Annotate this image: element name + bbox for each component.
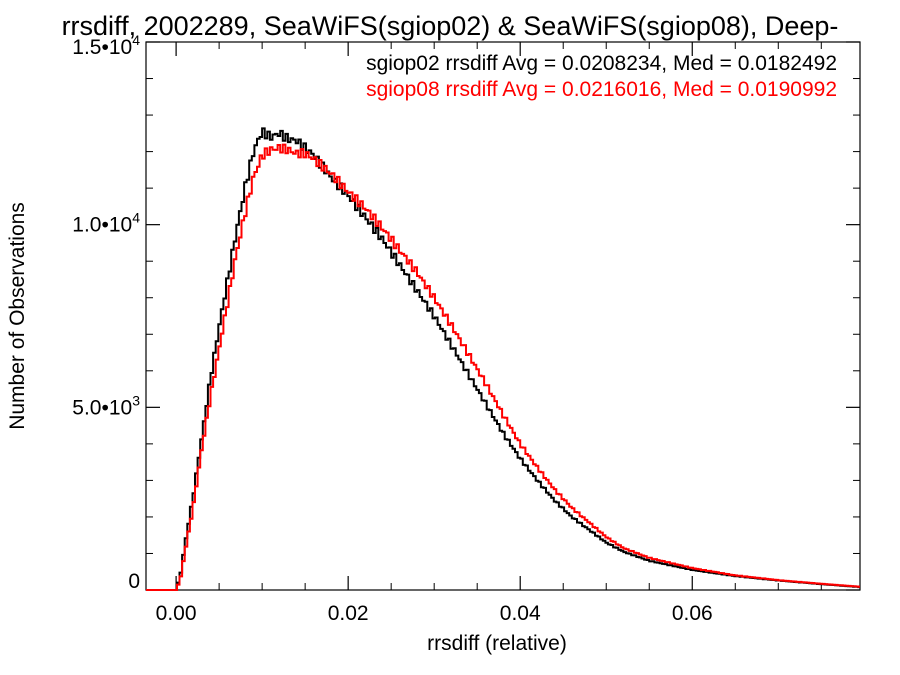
series-sgiop02-line [146, 127, 860, 591]
x-tick-label: 0.00 [156, 602, 197, 625]
x-tick-label: 0.02 [328, 602, 369, 625]
x-axis-label: rrsdiff (relative) [427, 632, 567, 655]
y-tick-label: 0 [128, 570, 140, 593]
y-axis-ticks: 0 5.0•103 1.0•104 1.5•104 [72, 32, 860, 593]
plot-frame [145, 41, 861, 591]
x-axis-ticks: 0.00 0.02 0.04 0.06 [156, 42, 822, 625]
legend-series-1: sgiop02 rrsdiff Avg = 0.0208234, Med = 0… [366, 52, 837, 75]
x-tick-label: 0.06 [672, 602, 713, 625]
y-tick-label: 5.0•103 [72, 392, 140, 419]
x-tick-label: 0.04 [500, 602, 541, 625]
series-layer [146, 127, 860, 591]
y-tick-label: 1.0•104 [72, 210, 140, 237]
y-axis-label: Number of Observations [6, 202, 29, 430]
chart-title: rrsdiff, 2002289, SeaWiFS(sgiop02) & Sea… [62, 11, 839, 41]
series-sgiop08-line [146, 143, 860, 591]
y-tick-label: 1.5•104 [72, 32, 140, 59]
legend-series-2: sgiop08 rrsdiff Avg = 0.0216016, Med = 0… [366, 78, 837, 101]
